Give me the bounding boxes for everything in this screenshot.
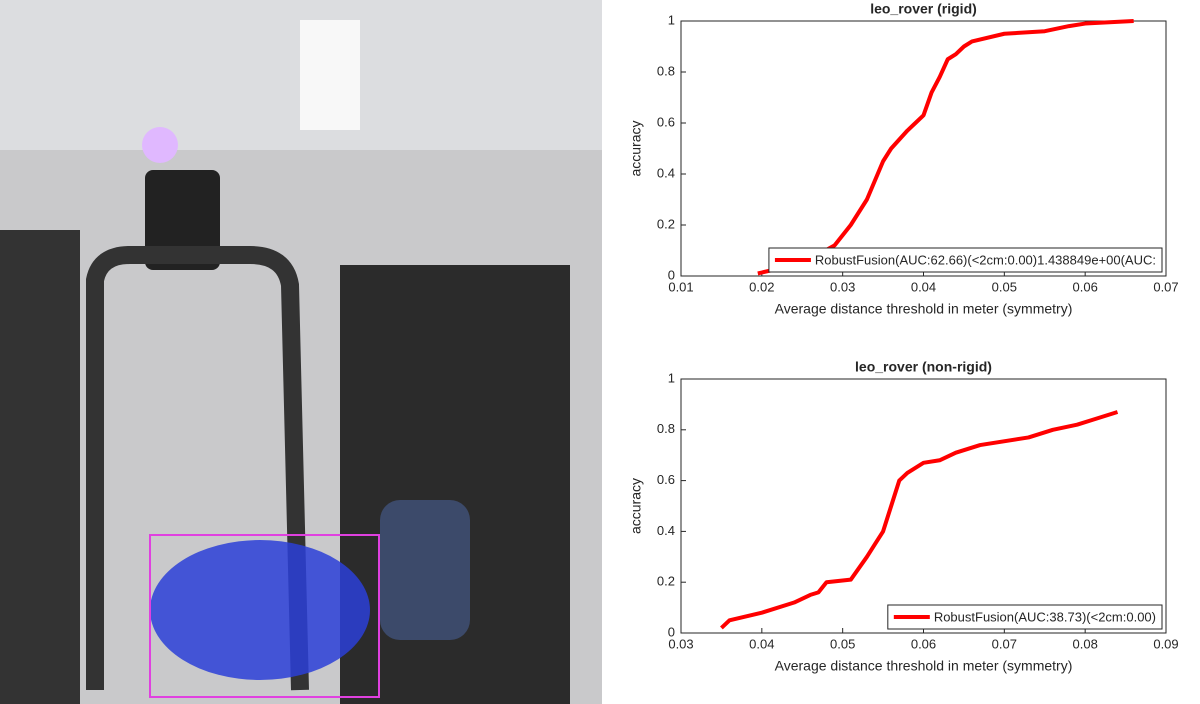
x-tick-label: 0.03: [830, 279, 855, 294]
y-tick-label: 0: [668, 267, 675, 282]
lamp: [142, 127, 178, 163]
x-tick-label: 0.03: [668, 636, 693, 651]
line: [757, 19, 1134, 276]
x-tick-label: 0.04: [749, 636, 774, 651]
cabinet: [0, 230, 80, 704]
x-tick-label: 0.06: [1073, 279, 1098, 294]
x-tick-label: 0.01: [668, 279, 693, 294]
x-tick-label: 0.04: [911, 279, 936, 294]
plot-area: [680, 378, 1167, 634]
y-tick-label: 0.8: [657, 63, 675, 78]
y-tick-label: 0.8: [657, 421, 675, 436]
chart-title: leo_rover (non-rigid): [855, 359, 992, 375]
x-tick-label: 0.06: [911, 636, 936, 651]
plot-area: [680, 20, 1167, 277]
mesh: [150, 540, 370, 680]
x-tick-label: 0.02: [749, 279, 774, 294]
x-axis-label: Average distance threshold in meter (sym…: [775, 301, 1073, 317]
x-tick-label: 0.09: [1153, 636, 1178, 651]
x-tick-label: 0.05: [830, 636, 855, 651]
y-tick-label: 1: [668, 370, 675, 385]
photo: [0, 0, 602, 704]
x-tick-label: 0.05: [992, 279, 1017, 294]
bbox: [149, 534, 380, 698]
legend-label: RobustFusion(AUC:62.66)(<2cm:0.00)1.4388…: [815, 252, 1156, 267]
legend-box: [768, 247, 1163, 273]
y-tick-label: 0.2: [657, 574, 675, 589]
robot-head: [145, 170, 220, 270]
line: [720, 410, 1119, 630]
legend-label: RobustFusion(AUC:38.73)(<2cm:0.00): [934, 609, 1156, 624]
x-axis-label: Average distance threshold in meter (sym…: [775, 658, 1073, 674]
robot-frame: [86, 246, 309, 691]
y-tick-label: 1: [668, 12, 675, 27]
x-tick-label: 0.08: [1073, 636, 1098, 651]
y-tick-label: 0.6: [657, 472, 675, 487]
y-tick-label: 0.4: [657, 523, 675, 538]
chart-title: leo_rover (rigid): [870, 1, 977, 17]
y-tick-label: 0.2: [657, 216, 675, 231]
light: [300, 20, 360, 130]
charts: 0.01 0.02 0.03 0.04 0.05 0.06 0.07 0 0.2 0.4 0.6 0.…: [628, 1, 1179, 674]
y-tick-label: 0: [668, 624, 675, 639]
y-tick-label: 0.6: [657, 114, 675, 129]
y-axis-label: accuracy: [628, 120, 644, 176]
y-axis-label: accuracy: [628, 478, 644, 534]
legend-box: [887, 604, 1163, 630]
chair: [380, 500, 470, 640]
x-tick-label: 0.07: [992, 636, 1017, 651]
x-tick-label: 0.07: [1153, 279, 1178, 294]
y-tick-label: 0.4: [657, 165, 675, 180]
